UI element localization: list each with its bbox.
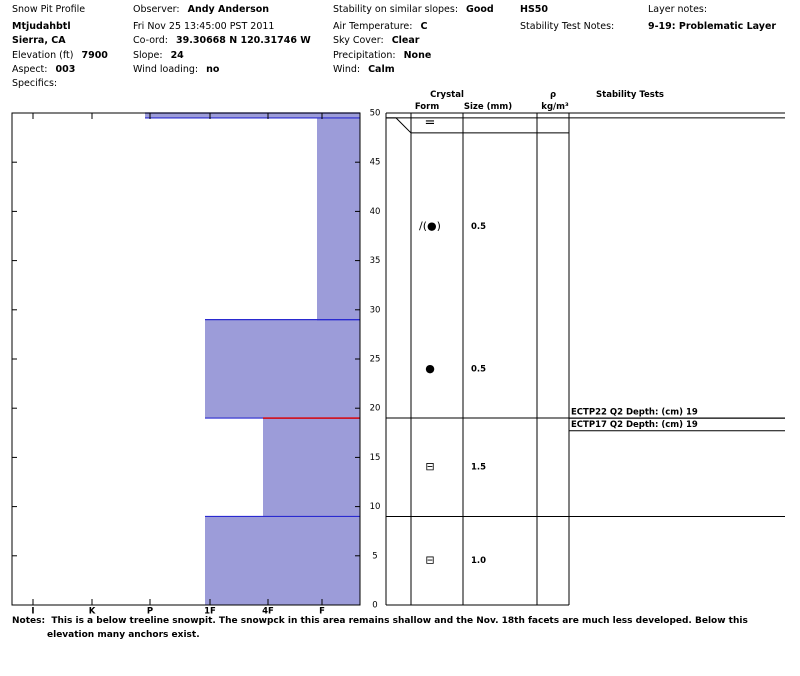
header-field: Sierra, CA (12, 35, 66, 47)
field-label: Sky Cover: (333, 35, 384, 47)
height-label: 0 (372, 601, 377, 611)
header-field: Wind loading: no (133, 64, 219, 76)
field-label: Specifics: (12, 78, 58, 90)
field-value: HS50 (520, 4, 549, 15)
col-header: Form (414, 102, 440, 112)
col-header: kg/m³ (541, 102, 569, 112)
field-value: 7900 (81, 49, 108, 61)
field-label: Stability on similar slopes: (333, 4, 459, 15)
hardness-layer (317, 117, 360, 320)
hardness-label: K (89, 607, 96, 617)
header-field: Slope: 24 (133, 50, 184, 62)
notes-text: This is a below treeline snowpit. The sn… (47, 616, 748, 640)
notes: Notes: This is a below treeline snowpit.… (12, 614, 752, 642)
hardness-label: I (31, 607, 34, 617)
field-value: Good (466, 4, 494, 15)
field-value: Mtjudahbtl (12, 21, 71, 32)
field-value: 39.30668 N 120.31746 W (176, 35, 311, 47)
header-field: Mtjudahbtl (12, 21, 71, 33)
height-label: 40 (370, 207, 381, 217)
grain-form: ● (425, 362, 435, 375)
field-label: Wind: (333, 63, 361, 75)
header-field: 9-19: Problematic Layer (648, 21, 776, 33)
header-field: Aspect: 003 (12, 64, 75, 76)
col-header: Crystal (430, 90, 464, 100)
height-label: 50 (370, 109, 381, 119)
header-field: Snow Pit Profile (12, 4, 85, 16)
col-header: ρ (549, 90, 557, 100)
height-label: 15 (370, 453, 381, 463)
header-field: Fri Nov 25 13:45:00 PST 2011 (133, 21, 274, 33)
grain-form: = (425, 115, 436, 130)
field-value: Clear (391, 35, 420, 47)
field-label: Snow Pit Profile (12, 4, 86, 15)
header-field: HS50 (520, 4, 548, 16)
hardness-layer (263, 418, 360, 517)
grain-form: ⊟ (425, 554, 434, 567)
surface-connector (386, 117, 569, 134)
hardness-label: 4F (262, 607, 274, 617)
grain-size: 1.0 (471, 556, 486, 566)
hardness-layer (145, 113, 360, 118)
height-label: 25 (370, 355, 381, 365)
field-label: Co-ord: (133, 35, 169, 47)
header-field: Observer: Andy Anderson (133, 4, 269, 16)
field-label: Slope: (133, 49, 163, 61)
field-value: 003 (55, 63, 76, 75)
hardness-layer (205, 516, 360, 605)
height-label: 30 (370, 305, 381, 315)
field-value: 9-19: Problematic Layer (648, 21, 777, 32)
field-label: Elevation (ft) (12, 49, 74, 61)
field-label: Fri Nov 25 13:45:00 PST 2011 (133, 21, 275, 32)
field-value: Andy Anderson (187, 4, 270, 15)
grain-form: /(●) (419, 219, 441, 232)
header-field: Co-ord: 39.30668 N 120.31746 W (133, 35, 311, 47)
height-label: 5 (372, 551, 377, 561)
height-label: 45 (370, 158, 381, 168)
grain-size: 0.5 (471, 222, 486, 232)
hardness-label: F (319, 607, 325, 617)
field-value: Calm (368, 63, 395, 75)
field-label: Layer notes: (648, 4, 708, 15)
stability-test: ECTP22 Q2 Depth: (cm) 19 (571, 407, 698, 417)
field-label: Precipitation: (333, 49, 396, 61)
height-label: 10 (370, 502, 381, 512)
grain-size: 0.5 (471, 364, 486, 374)
hardness-layer (205, 319, 360, 419)
col-header: Size (mm) (463, 102, 513, 112)
field-value: Sierra, CA (12, 35, 66, 47)
height-label: 35 (370, 256, 381, 266)
header-field: Stability Test Notes: (520, 21, 614, 33)
field-value: 24 (170, 49, 184, 61)
notes-label: Notes: (12, 616, 46, 626)
header-field: Specifics: (12, 78, 57, 90)
field-value: None (403, 49, 432, 61)
height-label: 20 (370, 404, 381, 414)
header-field: Stability on similar slopes: Good (333, 4, 494, 16)
field-value: C (420, 21, 428, 32)
field-label: Observer: (133, 4, 180, 15)
field-label: Wind loading: (133, 63, 199, 75)
field-label: Air Temperature: (333, 21, 413, 32)
header-field: Precipitation: None (333, 50, 431, 62)
grain-size: 1.5 (471, 463, 486, 473)
header-field: Layer notes: (648, 4, 707, 16)
header-field: Air Temperature: C (333, 21, 427, 33)
header-field: Sky Cover: Clear (333, 35, 419, 47)
grain-form: ⊟ (425, 460, 434, 473)
header-field: Wind: Calm (333, 64, 395, 76)
field-label: Aspect: (12, 63, 48, 75)
hardness-label: 1F (204, 607, 216, 617)
hardness-label: P (147, 607, 153, 617)
stability-test: ECTP17 Q2 Depth: (cm) 19 (571, 420, 698, 430)
field-value: no (206, 63, 220, 75)
header-field: Elevation (ft) 7900 (12, 50, 108, 62)
col-header: Stability Tests (596, 90, 664, 100)
field-label: Stability Test Notes: (520, 21, 615, 32)
